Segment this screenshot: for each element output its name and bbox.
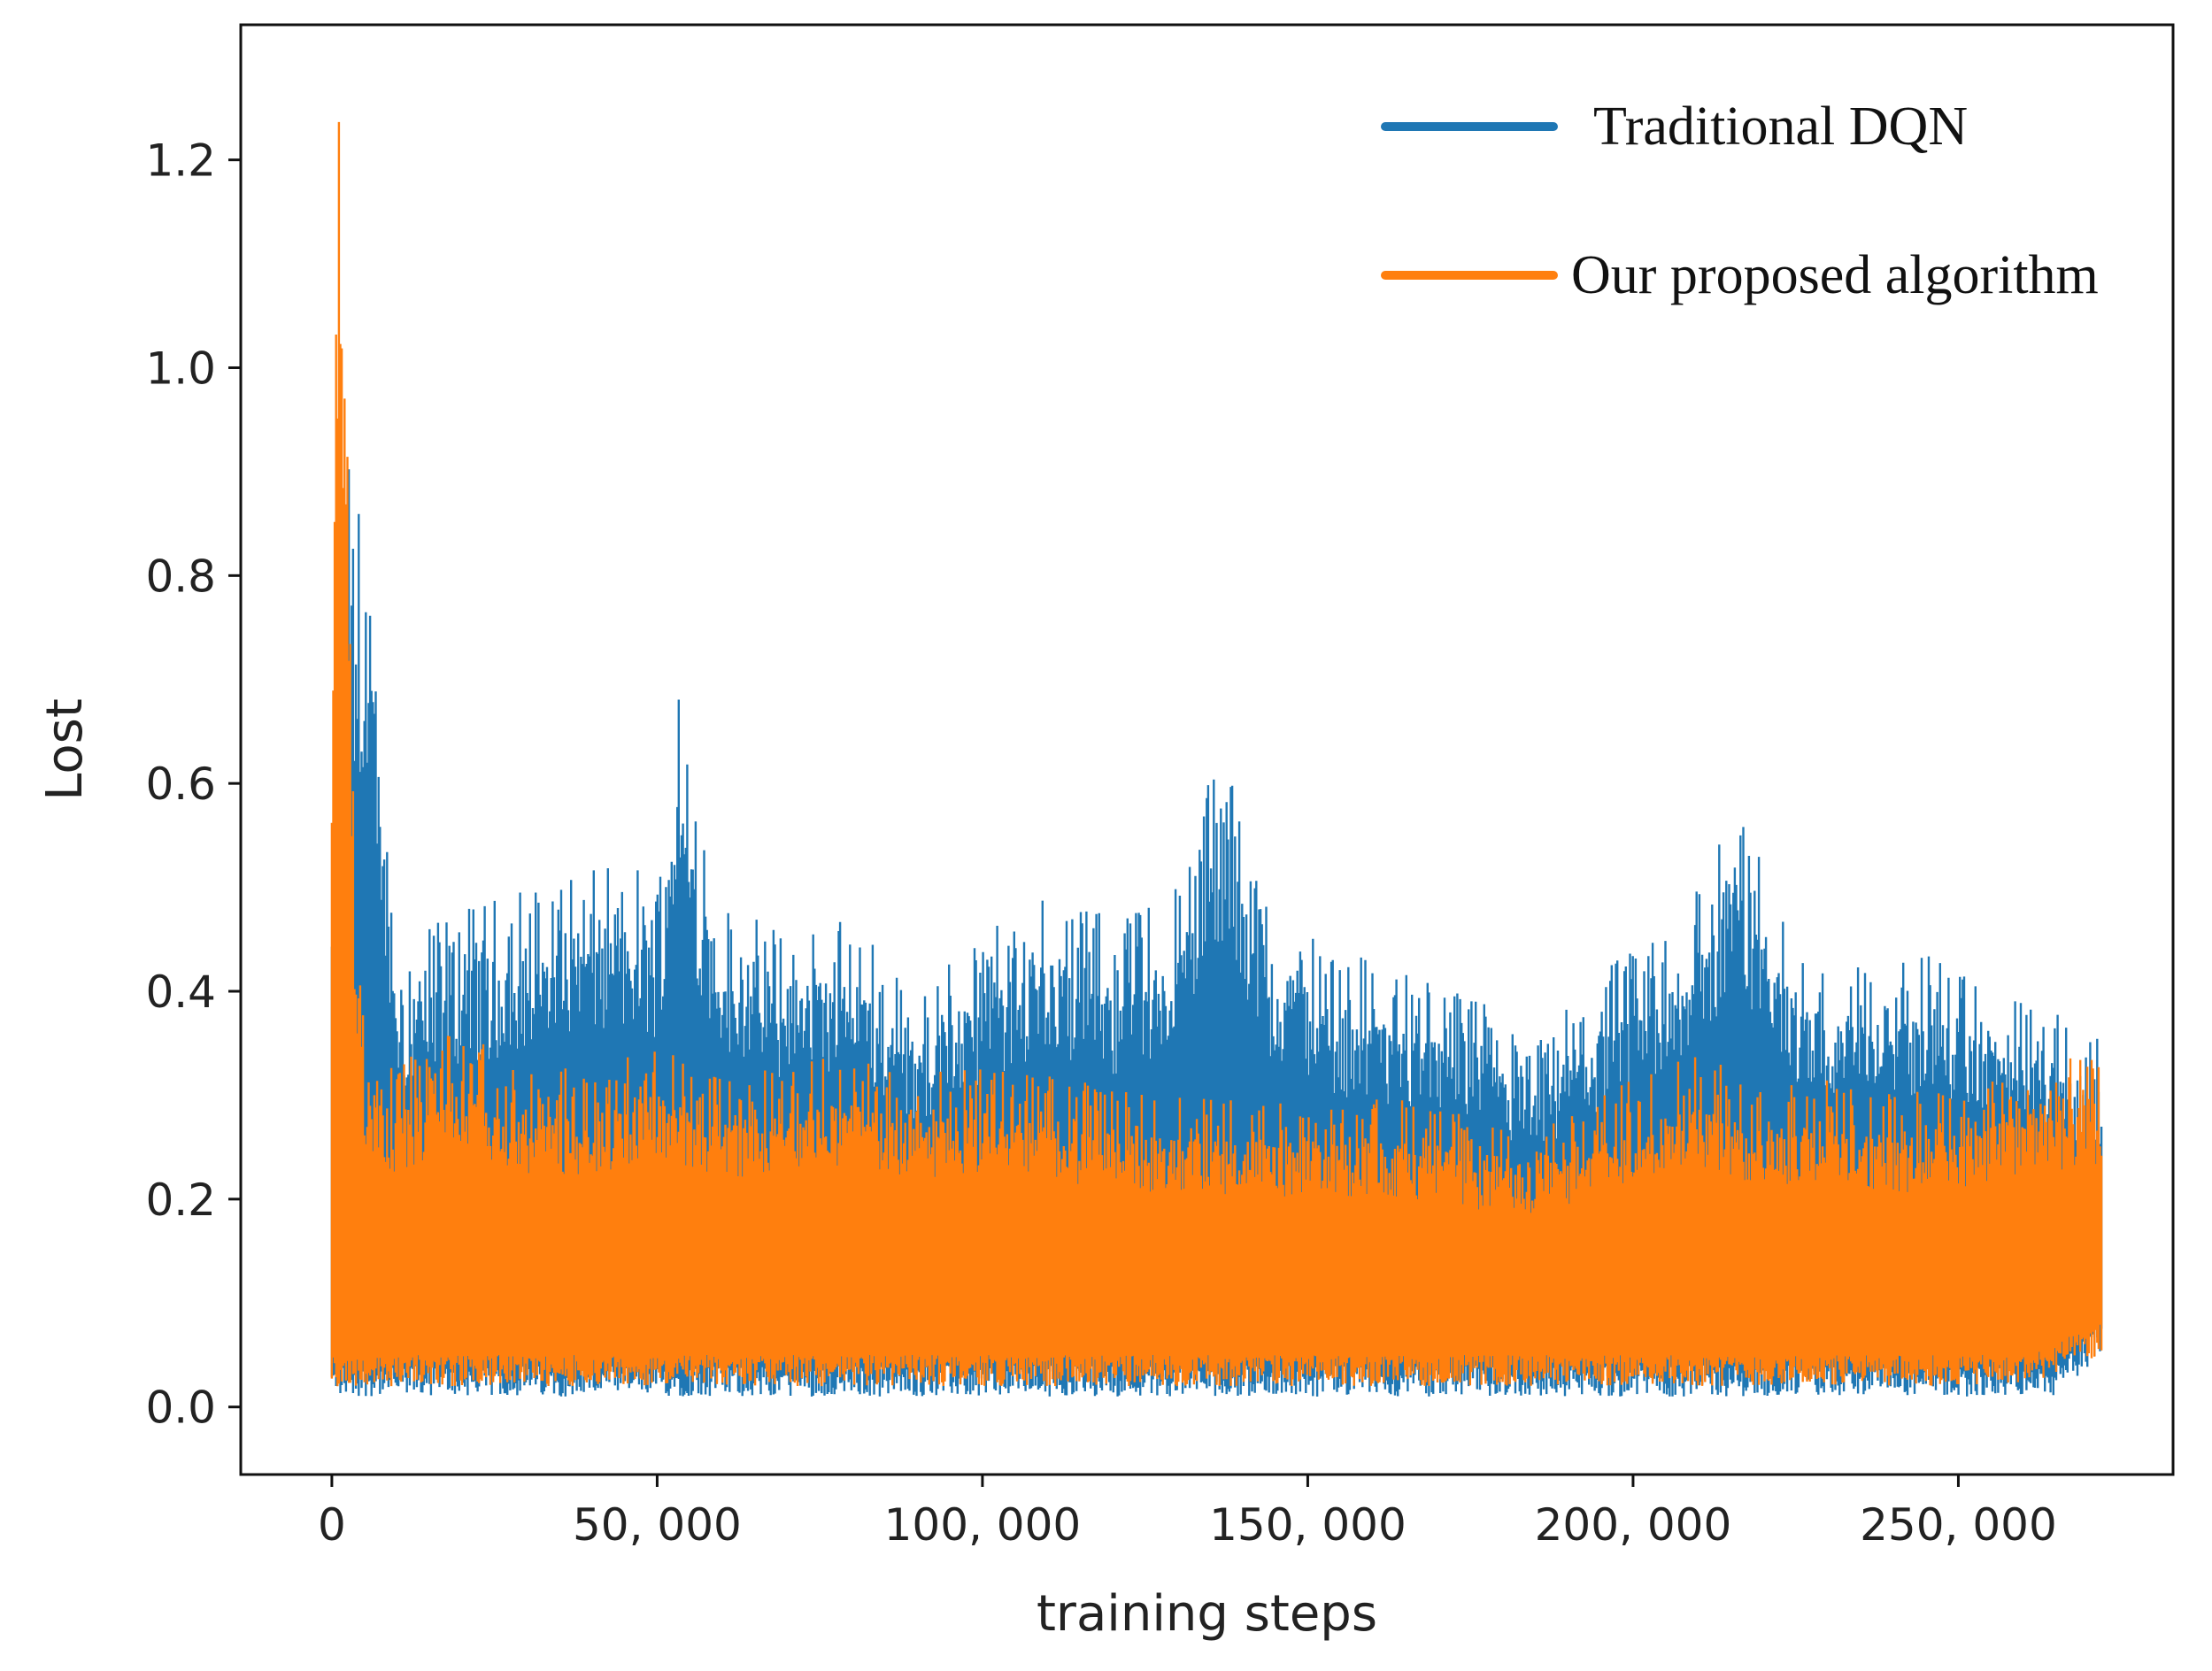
x-tick-label: 100, 000 <box>884 1499 1082 1551</box>
x-axis-label: training steps <box>1037 1585 1377 1643</box>
series-line-proposed-algorithm <box>330 121 2103 1387</box>
legend-label-proposed-algorithm: Our proposed algorithm <box>1571 245 2099 305</box>
x-axis: 0 50, 000 100, 000 150, 000 200, 000 250, 000 <box>318 1475 2057 1551</box>
y-tick-label: 1.0 <box>145 343 216 394</box>
y-tick-label: 0.0 <box>145 1382 216 1434</box>
legend: Traditional DQN Our proposed algorithm <box>1381 96 2099 305</box>
y-axis: 0.0 0.2 0.4 0.6 0.8 1.0 1.2 <box>145 135 241 1434</box>
plot-frame <box>239 23 2175 1476</box>
y-tick-label: 0.4 <box>145 966 216 1018</box>
x-tick-label: 0 <box>318 1499 346 1551</box>
y-tick-label: 1.2 <box>145 135 216 187</box>
x-tick-label: 200, 000 <box>1535 1499 1732 1551</box>
y-tick-label: 0.6 <box>145 758 216 810</box>
y-axis-label: Lost <box>36 698 94 801</box>
x-tick-label: 50, 000 <box>573 1499 742 1551</box>
x-tick-label: 250, 000 <box>1860 1499 2057 1551</box>
y-tick-label: 0.8 <box>145 551 216 602</box>
y-tick-label: 0.2 <box>145 1174 216 1226</box>
series-layer <box>330 121 2103 1397</box>
x-tick-label: 150, 000 <box>1209 1499 1407 1551</box>
legend-label-traditional-dqn: Traditional DQN <box>1593 96 1968 157</box>
